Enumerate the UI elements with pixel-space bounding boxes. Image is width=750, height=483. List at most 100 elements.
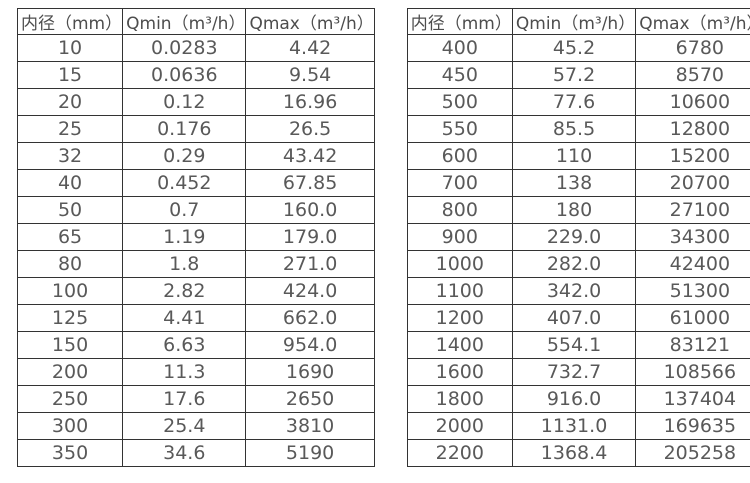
table-row: 50 0.7 160.0	[16, 196, 375, 224]
table-cell: 554.1	[511, 331, 637, 359]
table-row: 80 1.8 271.0	[16, 250, 375, 278]
col-header-diameter: 内径（mm）	[406, 8, 513, 35]
table-cell: 100	[16, 277, 124, 305]
table-cell: 4.41	[122, 304, 247, 332]
large-diameter-flow-table: 内径（mm） Qmin（m³/h） Qmax（m³/h） 40045.26780…	[406, 8, 750, 467]
table-row: 900 229.0 34300	[406, 223, 750, 251]
col-header-diameter: 内径（mm）	[16, 8, 124, 35]
table-cell: 137404	[635, 385, 750, 413]
table-cell: 0.0636	[122, 61, 247, 89]
table-cell: 700	[406, 169, 513, 197]
table-row: 250 17.6 2650	[16, 385, 375, 413]
table-cell: 0.452	[122, 169, 247, 197]
table-header-row: 内径（mm） Qmin（m³/h） Qmax（m³/h）	[406, 8, 750, 35]
table-row: 600 110 15200	[406, 142, 750, 170]
table-cell: 600	[406, 142, 513, 170]
table-row: 400 45.2 6780	[406, 34, 750, 62]
table-cell: 1.19	[122, 223, 247, 251]
table-cell: 83121	[635, 331, 750, 359]
col-header-qmax: Qmax（m³/h）	[245, 8, 375, 35]
table-row: 2000 1131.0 169635	[406, 412, 750, 440]
table-cell: 1368.4	[511, 439, 637, 467]
table-row: 550 85.5 12800	[406, 115, 750, 143]
col-header-qmax: Qmax（m³/h）	[635, 8, 750, 35]
table-row: 10 0.0283 4.42	[16, 34, 375, 62]
table-cell: 10600	[635, 88, 750, 116]
table-cell: 179.0	[245, 223, 375, 251]
table-cell: 1000	[406, 250, 513, 278]
table-row: 100 2.82 424.0	[16, 277, 375, 305]
table-row: 1000 282.0 42400	[406, 250, 750, 278]
table-cell: 800	[406, 196, 513, 224]
table-row: 2200 1368.4 205258	[406, 439, 750, 467]
table-cell: 400	[406, 34, 513, 62]
flow-spec-tables: 内径（mm） Qmin（m³/h） Qmax（m³/h） 10 0.0283 4.4…	[16, 8, 750, 467]
table-cell: 916.0	[511, 385, 637, 413]
table-cell: 1600	[406, 358, 513, 386]
table-cell: 0.7	[122, 196, 247, 224]
table-cell: 662.0	[245, 304, 375, 332]
table-cell: 17.6	[122, 385, 247, 413]
table-row: 1200 407.0 61000	[406, 304, 750, 332]
table-cell: 200	[16, 358, 124, 386]
table-cell: 27100	[635, 196, 750, 224]
table-cell: 250	[16, 385, 124, 413]
table-cell: 12800	[635, 115, 750, 143]
table-row: 800 180 27100	[406, 196, 750, 224]
table-cell: 407.0	[511, 304, 637, 332]
small-diameter-flow-table: 内径（mm） Qmin（m³/h） Qmax（m³/h） 10 0.0283 4.4…	[16, 8, 375, 467]
table-cell: 4.42	[245, 34, 375, 62]
table-row: 65 1.19 179.0	[16, 223, 375, 251]
col-header-qmin: Qmin（m³/h）	[511, 8, 637, 35]
table-row: 20 0.12 16.96	[16, 88, 375, 116]
table-cell: 8570	[635, 61, 750, 89]
table-cell: 732.7	[511, 358, 637, 386]
table-cell: 61000	[635, 304, 750, 332]
table-row: 200 11.3 1690	[16, 358, 375, 386]
table-cell: 550	[406, 115, 513, 143]
table-cell: 32	[16, 142, 124, 170]
col-header-qmin: Qmin（m³/h）	[122, 8, 247, 35]
table-row: 32 0.29 43.42	[16, 142, 375, 170]
table-cell: 900	[406, 223, 513, 251]
table-cell: 229.0	[511, 223, 637, 251]
table-cell: 150	[16, 331, 124, 359]
table-cell: 169635	[635, 412, 750, 440]
table-cell: 108566	[635, 358, 750, 386]
table-cell: 15200	[635, 142, 750, 170]
table-cell: 15	[16, 61, 124, 89]
table-cell: 25.4	[122, 412, 247, 440]
table-cell: 6.63	[122, 331, 247, 359]
table-cell: 1200	[406, 304, 513, 332]
table-cell: 2200	[406, 439, 513, 467]
table-cell: 25	[16, 115, 124, 143]
table-cell: 11.3	[122, 358, 247, 386]
table-cell: 1800	[406, 385, 513, 413]
table-cell: 300	[16, 412, 124, 440]
table-cell: 1131.0	[511, 412, 637, 440]
table-row: 450 57.2 8570	[406, 61, 750, 89]
table-row: 1800 916.0 137404	[406, 385, 750, 413]
table-cell: 40	[16, 169, 124, 197]
table-cell: 205258	[635, 439, 750, 467]
table-cell: 85.5	[511, 115, 637, 143]
table-cell: 34300	[635, 223, 750, 251]
table-cell: 0.0283	[122, 34, 247, 62]
table-cell: 2650	[245, 385, 375, 413]
table-cell: 450	[406, 61, 513, 89]
table-row: 500 77.6 10600	[406, 88, 750, 116]
table-cell: 43.42	[245, 142, 375, 170]
table-cell: 80	[16, 250, 124, 278]
table-cell: 1100	[406, 277, 513, 305]
table-cell: 42400	[635, 250, 750, 278]
table-row: 1600 732.7 108566	[406, 358, 750, 386]
table-cell: 0.29	[122, 142, 247, 170]
table-row: 350 34.6 5190	[16, 439, 375, 467]
table-cell: 5190	[245, 439, 375, 467]
table-cell: 0.12	[122, 88, 247, 116]
table-cell: 271.0	[245, 250, 375, 278]
table-cell: 1400	[406, 331, 513, 359]
table-cell: 51300	[635, 277, 750, 305]
table-cell: 10	[16, 34, 124, 62]
table-cell: 45.2	[511, 34, 637, 62]
